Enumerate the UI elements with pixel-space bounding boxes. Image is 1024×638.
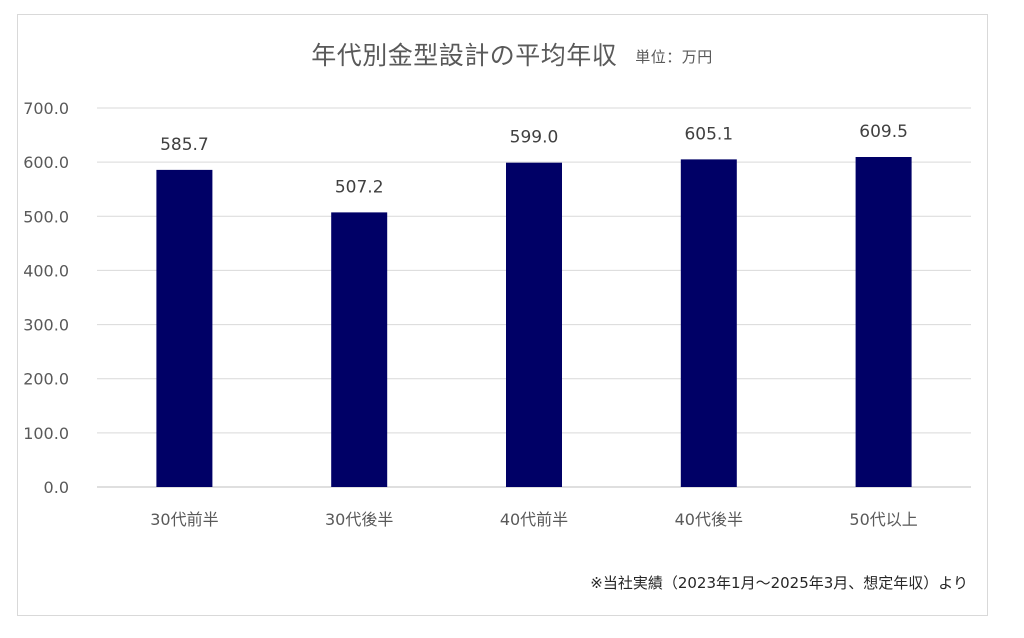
data-label: 585.7 — [160, 135, 209, 155]
category-label: 30代前半 — [150, 510, 218, 529]
y-tick-label: 700.0 — [23, 99, 69, 118]
data-label: 609.5 — [859, 122, 908, 142]
y-tick-label: 500.0 — [23, 207, 69, 226]
unit-label: 単位：万円 — [635, 48, 713, 66]
data-label: 605.1 — [684, 124, 733, 144]
category-label: 50代以上 — [849, 510, 917, 529]
chart-title: 年代別金型設計の平均年収 — [311, 41, 618, 70]
category-label: 40代前半 — [500, 510, 568, 529]
y-tick-label: 100.0 — [23, 424, 69, 443]
y-tick-label: 200.0 — [23, 370, 69, 389]
y-tick-label: 300.0 — [23, 316, 69, 335]
y-tick-label: 600.0 — [23, 153, 69, 172]
y-tick-label: 400.0 — [23, 261, 69, 280]
category-label: 30代後半 — [325, 510, 393, 529]
data-label: 599.0 — [510, 128, 559, 148]
category-label: 40代後半 — [675, 510, 743, 529]
bar — [680, 159, 737, 487]
bar — [855, 156, 912, 488]
y-tick-label: 0.0 — [44, 478, 69, 497]
data-label: 507.2 — [335, 177, 384, 197]
bar — [156, 169, 213, 487]
bar — [331, 212, 388, 487]
footnote: ※当社実績（2023年1月～2025年3月、想定年収）より — [590, 574, 968, 592]
chart-title-row: 年代別金型設計の平均年収 単位：万円 — [0, 36, 1024, 72]
bar — [506, 162, 562, 488]
